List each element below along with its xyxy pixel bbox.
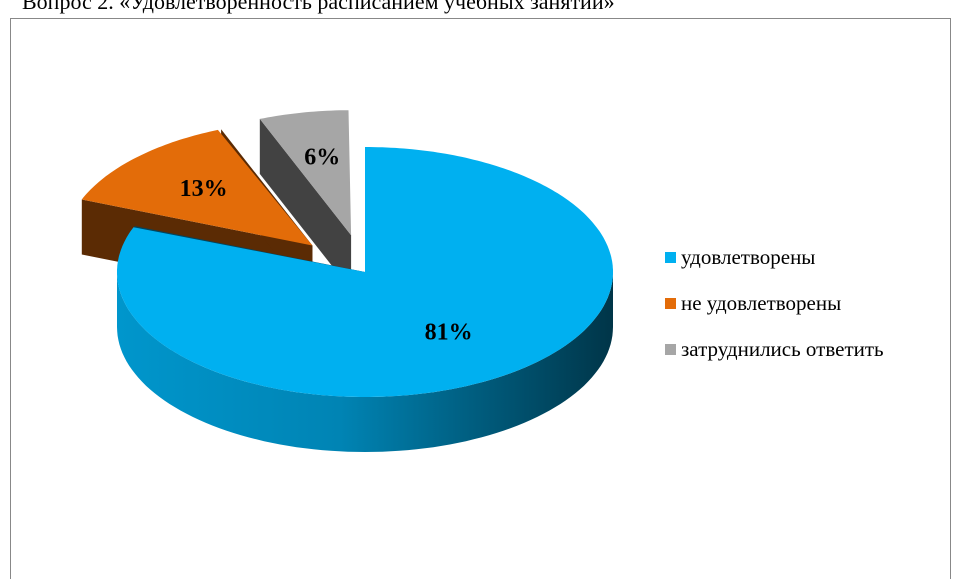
legend-swatch	[665, 344, 676, 355]
legend-swatch	[665, 252, 676, 263]
slice	[259, 110, 352, 291]
data-label: 6%	[304, 145, 340, 171]
slice-top	[117, 147, 613, 397]
slice	[117, 147, 613, 452]
legend-label: затруднились ответить	[681, 337, 884, 361]
slice-top	[81, 129, 313, 246]
slice-top	[259, 110, 352, 236]
chart-title: Вопрос 2. «Удовлетворенность расписанием…	[22, 0, 615, 14]
data-label: 81%	[425, 320, 473, 346]
slice-side	[117, 272, 613, 452]
legend-swatch	[665, 298, 676, 309]
legend-label: удовлетворены	[681, 245, 815, 269]
slice-wall	[259, 118, 352, 291]
legend-label: не удовлетворены	[681, 291, 841, 315]
data-label: 13%	[180, 176, 228, 202]
